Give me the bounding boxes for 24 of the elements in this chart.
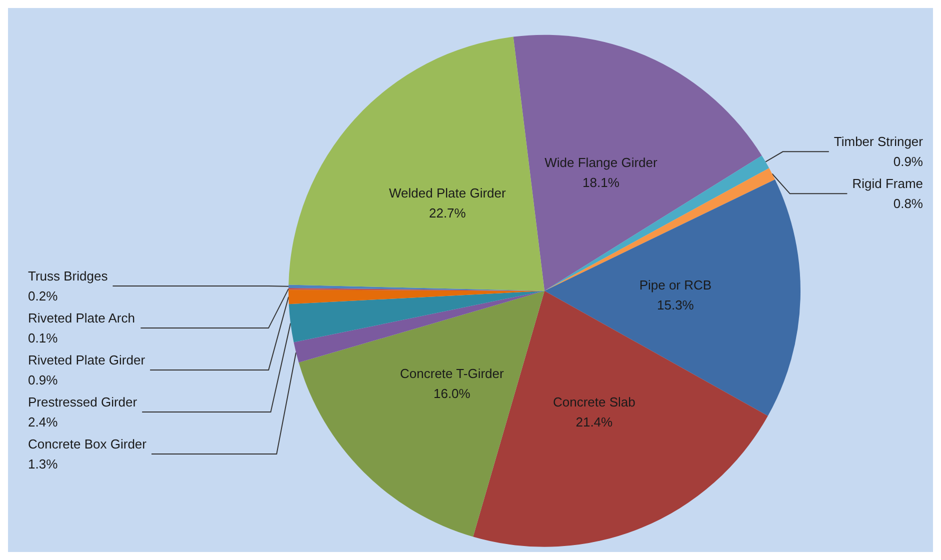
slice-label: Concrete T-Girder: [400, 366, 504, 382]
data-label: 0.2%: [28, 288, 58, 304]
slice-label: Concrete Box Girder: [28, 436, 148, 452]
slice-label: Rigid Frame: [852, 176, 923, 192]
slice-label: Truss Bridges: [28, 268, 108, 284]
slice-label: Pipe or RCB: [639, 277, 712, 292]
data-label: 18.1%: [582, 175, 620, 190]
slice-label: Riveted Plate Arch: [28, 310, 135, 326]
slice-label: Wide Flange Girder: [544, 155, 658, 170]
data-label: 2.4%: [28, 414, 58, 430]
data-label: 0.1%: [28, 330, 58, 346]
data-label: 22.7%: [428, 205, 466, 220]
slice-label: Concrete Slab: [552, 394, 636, 410]
data-label: 16.0%: [433, 386, 471, 402]
data-label: 0.9%: [28, 372, 58, 388]
data-label: 15.3%: [657, 297, 694, 312]
data-label: 0.9%: [893, 154, 924, 170]
data-label: 21.4%: [576, 414, 614, 430]
slice-label: Riveted Plate Girder: [28, 352, 146, 368]
data-label: 0.8%: [893, 196, 924, 212]
data-label: 1.3%: [28, 456, 58, 472]
slice-label: Timber Stringer: [834, 134, 924, 150]
slice-label: Prestressed Girder: [28, 394, 138, 410]
slice-label: Welded Plate Girder: [389, 185, 506, 200]
